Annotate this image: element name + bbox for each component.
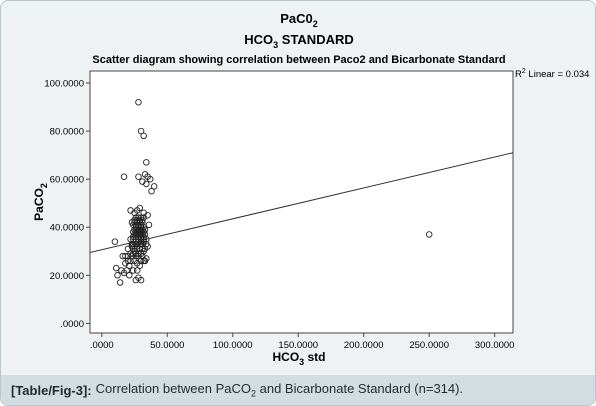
data-point <box>135 173 142 181</box>
y-tick-label: 60.0000 <box>50 175 84 186</box>
x-tick-label: 150.0000 <box>278 340 318 351</box>
x-axis-label: HCO3 std <box>272 350 325 367</box>
y-tick-label: 80.0000 <box>50 127 84 138</box>
y-axis-label: PaCO2 <box>32 183 49 221</box>
x-tick-label: 300.0000 <box>475 340 515 351</box>
y-ticks: .0000 20.0000 40.0000 60.0000 80.0000 100.000… <box>44 79 90 330</box>
data-point <box>124 257 132 265</box>
fit-line <box>89 152 514 253</box>
x-ticks: .0000 50.0000 100.0000 150.0000 200.0000 250.… <box>90 333 515 351</box>
y-tick-label: 100.0000 <box>44 79 84 90</box>
data-point <box>116 279 124 286</box>
data-point <box>137 276 145 284</box>
x-tick-label: 250.0000 <box>409 340 449 351</box>
r2-annotation: R2 Linear = 0.034 <box>515 68 589 80</box>
y-tick-label: 40.0000 <box>50 223 84 234</box>
data-point <box>425 231 433 238</box>
fit-line-group <box>89 152 514 253</box>
data-point <box>126 272 133 279</box>
data-point <box>127 257 134 265</box>
chart-subtitle: Scatter diagram showing correlation betw… <box>92 54 505 66</box>
caption-tag: [Table/Fig-3]: <box>11 382 92 398</box>
data-point <box>143 180 150 188</box>
x-tick-label: 200.0000 <box>344 340 384 351</box>
data-point <box>148 187 155 195</box>
data-point <box>137 240 145 248</box>
data-point <box>137 257 145 265</box>
data-point <box>114 272 121 279</box>
data-point <box>150 183 158 190</box>
y-tick-label: 20.0000 <box>50 271 84 282</box>
chart-title-line1: PaC02 <box>280 11 318 29</box>
data-point <box>123 267 130 274</box>
data-point <box>129 267 137 274</box>
data-point <box>143 159 150 166</box>
data-points <box>111 98 433 286</box>
data-point <box>139 245 146 253</box>
data-point <box>143 255 150 262</box>
figure-caption: [Table/Fig-3]: Correlation between PaCO2… <box>1 375 595 405</box>
data-point <box>127 207 134 214</box>
data-point <box>124 245 132 253</box>
x-tick-label: 50.0000 <box>150 340 184 351</box>
data-point <box>135 98 142 106</box>
data-point <box>120 173 128 181</box>
data-point <box>140 209 147 217</box>
x-tick-label: .0000 <box>90 340 114 351</box>
data-point <box>137 127 145 135</box>
data-point <box>111 238 119 245</box>
y-tick-label: .0000 <box>60 319 84 330</box>
data-point <box>122 252 129 260</box>
plot-area <box>89 70 514 334</box>
data-point <box>136 204 144 212</box>
data-point <box>131 248 138 255</box>
data-point <box>146 175 154 183</box>
data-point <box>140 132 147 140</box>
caption-text: Correlation between PaCO2 and Bicarbonat… <box>95 381 464 399</box>
x-tick-label: 100.0000 <box>213 340 253 351</box>
data-point <box>137 214 145 221</box>
data-point <box>128 240 136 248</box>
data-point <box>143 236 150 243</box>
data-point <box>133 267 141 274</box>
chart-title-line2: HCO3 STANDARD <box>244 32 354 50</box>
scatter-chart: PaC02 HCO3 STANDARD Scatter diagram show… <box>32 11 589 367</box>
data-point <box>145 221 153 229</box>
data-point <box>112 264 120 272</box>
